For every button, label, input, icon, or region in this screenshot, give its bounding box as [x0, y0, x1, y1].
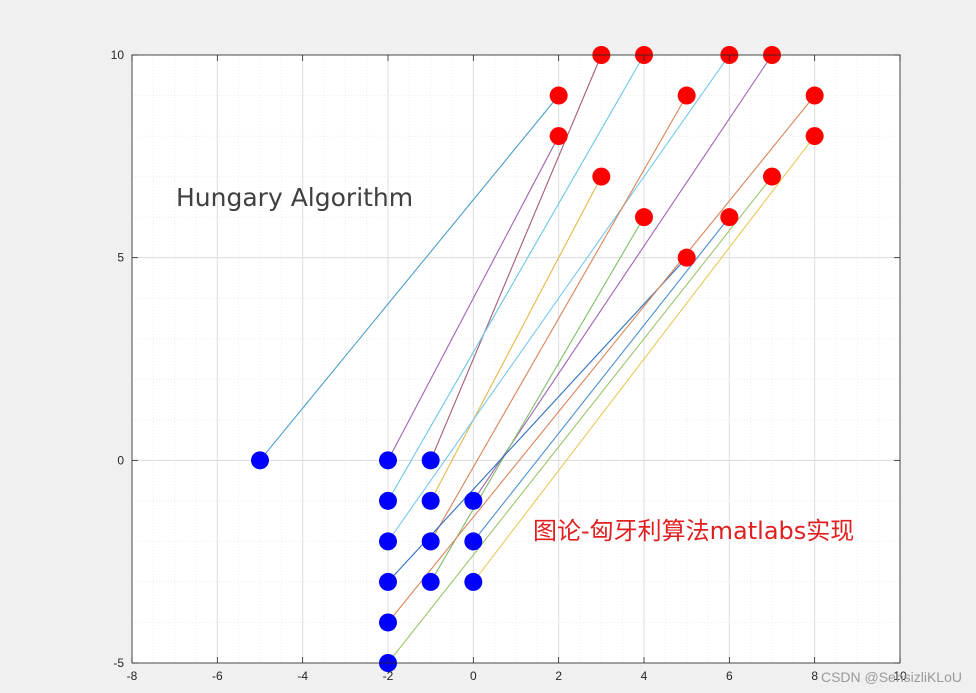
match-line [430, 216, 645, 583]
x-tick-label: -8 [127, 669, 138, 683]
match-line [387, 257, 688, 583]
left-vertex-point [251, 451, 269, 470]
x-tick-label: -6 [212, 669, 223, 683]
match-line [259, 95, 560, 461]
left-vertex-point [464, 491, 483, 510]
match-line [387, 54, 645, 502]
match-line [430, 176, 602, 502]
match-line [472, 54, 773, 502]
match-lines [259, 54, 816, 664]
left-vertex-point [379, 532, 397, 551]
match-line [472, 135, 816, 583]
match-line [387, 95, 816, 623]
watermark: CSDN @SensizliKLoU [820, 669, 962, 685]
x-tick-label: 4 [641, 669, 648, 683]
right-vertex-point [763, 167, 781, 186]
left-vertex-point [421, 451, 440, 470]
match-line [387, 176, 773, 664]
y-tick-label: 10 [111, 48, 125, 62]
x-tick-label: 0 [470, 669, 477, 683]
right-vertex-point [592, 167, 611, 186]
y-tick-label: 0 [117, 453, 124, 467]
x-tick-label: 8 [811, 669, 818, 683]
right-vertex-point [635, 208, 653, 227]
left-vertex-point [379, 613, 397, 632]
left-vertex-point [379, 572, 397, 591]
x-tick-label: 6 [726, 669, 733, 683]
x-tick-label: 10 [893, 669, 907, 683]
y-tick-label: 5 [117, 251, 124, 265]
match-line [387, 135, 560, 461]
chart-annotation: 图论-匈牙利算法matlabs实现 [533, 517, 855, 545]
x-tick-label: -2 [383, 669, 394, 683]
left-vertex-point [464, 532, 483, 551]
left-vertex-point [421, 532, 440, 551]
x-tick-label: 2 [555, 669, 562, 683]
y-tick-label: -5 [113, 656, 124, 670]
axes-box [131, 54, 901, 664]
chart-title: Hungary Algorithm [176, 183, 414, 212]
axis-ticks: -8 -6 -4 -2 0 2 4 6 8 10 -5 0 5 10 [111, 48, 907, 683]
right-vertex-point [549, 127, 568, 146]
x-tick-label: -4 [297, 669, 308, 683]
match-line [430, 95, 688, 542]
right-vertex-point [677, 248, 696, 267]
left-vertex-point [379, 451, 397, 470]
match-line [430, 54, 602, 461]
right-vertex-point [720, 208, 739, 227]
left-vertex-point [421, 491, 440, 510]
left-vertex-point [379, 491, 397, 510]
right-vertex-point [805, 127, 824, 146]
right-vertex-point [805, 86, 824, 105]
left-vertex-point [421, 572, 440, 591]
match-line [472, 216, 730, 542]
match-line [387, 54, 730, 542]
left-vertex-point [464, 572, 483, 591]
right-vertex-point [549, 86, 568, 105]
right-vertex-point [677, 86, 696, 105]
